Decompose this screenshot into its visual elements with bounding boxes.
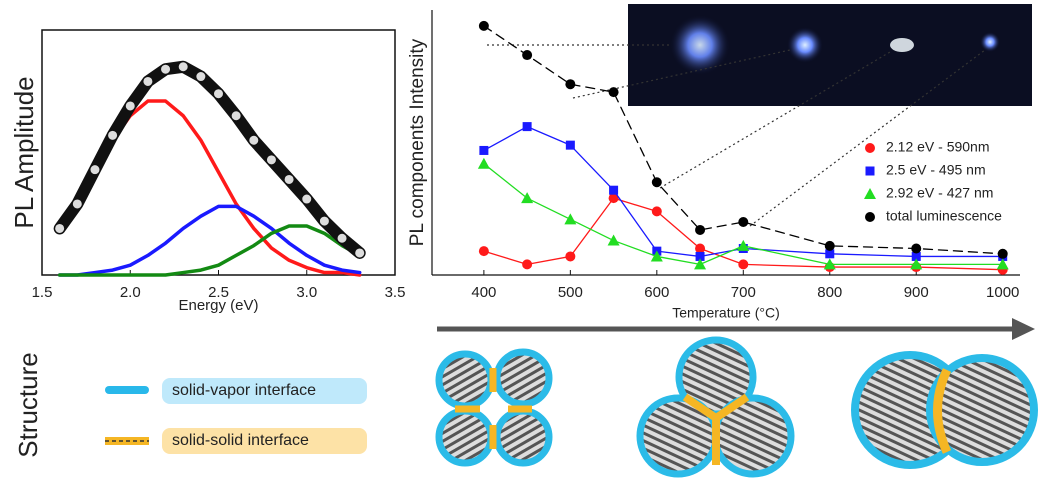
legend-text: solid-vapor interface xyxy=(172,382,316,399)
x-tick-label: 900 xyxy=(904,284,929,301)
marker xyxy=(249,135,259,145)
structure-2 xyxy=(855,355,1034,465)
marker xyxy=(478,158,490,169)
structure-label: Structure xyxy=(13,352,43,458)
series xyxy=(60,101,360,275)
structure-3 xyxy=(640,340,791,474)
y-axis-label: PL Amplitude xyxy=(9,76,39,228)
marker xyxy=(161,64,171,74)
x-axis-label: Energy (eV) xyxy=(178,297,258,314)
legend-label: total luminescence xyxy=(886,208,1002,224)
marker xyxy=(319,216,329,226)
marker xyxy=(609,186,618,195)
marker xyxy=(125,101,135,111)
marker xyxy=(178,62,188,72)
marker xyxy=(609,87,619,97)
marker xyxy=(196,72,206,82)
marker xyxy=(565,251,575,261)
marker xyxy=(479,246,489,256)
marker xyxy=(738,217,748,227)
legend-text: solid-solid interface xyxy=(172,432,309,449)
marker xyxy=(825,241,835,251)
x-tick-label: 600 xyxy=(644,284,669,301)
legend-label: 2.92 eV - 427 nm xyxy=(886,185,993,201)
x-tick-label: 400 xyxy=(471,284,496,301)
arrow-head xyxy=(1012,318,1035,340)
x-tick-label: 2.0 xyxy=(120,284,141,301)
marker xyxy=(355,248,365,258)
marker xyxy=(522,259,532,269)
legend-marker xyxy=(865,212,875,222)
legend-marker xyxy=(864,188,876,199)
x-tick-label: 1.5 xyxy=(32,284,53,301)
marker xyxy=(214,89,224,99)
marker xyxy=(266,155,276,165)
photo-inset xyxy=(628,4,1032,106)
marker xyxy=(998,249,1008,259)
marker xyxy=(565,79,575,89)
marker xyxy=(90,165,100,175)
marker xyxy=(284,174,294,184)
marker xyxy=(521,192,533,203)
marker xyxy=(652,206,662,216)
series xyxy=(55,62,365,258)
marker xyxy=(479,146,488,155)
marker xyxy=(479,21,489,31)
marker xyxy=(522,50,532,60)
marker xyxy=(566,141,575,150)
marker xyxy=(564,213,576,224)
marker xyxy=(302,194,312,204)
marker xyxy=(55,223,65,233)
marker xyxy=(72,199,82,209)
series-line xyxy=(60,101,360,275)
legend-swatch xyxy=(105,386,149,394)
legend-marker xyxy=(866,167,875,176)
figure: Structure solid-vapor interface solid-so… xyxy=(0,0,1052,486)
x-tick-label: 3.5 xyxy=(385,284,406,301)
legend-label: 2.12 eV - 590nm xyxy=(886,139,990,155)
series xyxy=(60,226,360,275)
y-axis-label: PL components Intensity xyxy=(407,38,428,246)
marker xyxy=(738,259,748,269)
legend-marker xyxy=(865,143,875,153)
x-tick-label: 3.0 xyxy=(296,284,317,301)
structure-4 xyxy=(439,352,549,463)
page: {"chart_data": [ {"type": "line", "y_lab… xyxy=(0,0,1052,486)
x-tick-label: 1000 xyxy=(986,284,1019,301)
legend-label: 2.5 eV - 495 nm xyxy=(886,162,986,178)
series-line xyxy=(60,226,360,275)
marker xyxy=(143,76,153,86)
series-line xyxy=(60,67,360,253)
series xyxy=(479,193,1008,275)
x-axis-label: Temperature (°C) xyxy=(672,305,780,321)
x-tick-label: 700 xyxy=(731,284,756,301)
marker xyxy=(523,122,532,131)
marker xyxy=(911,244,921,254)
marker xyxy=(608,235,620,246)
x-tick-label: 500 xyxy=(558,284,583,301)
marker xyxy=(337,233,347,243)
marker xyxy=(652,177,662,187)
marker xyxy=(108,130,118,140)
x-tick-label: 800 xyxy=(817,284,842,301)
marker xyxy=(695,225,705,235)
marker xyxy=(231,111,241,121)
